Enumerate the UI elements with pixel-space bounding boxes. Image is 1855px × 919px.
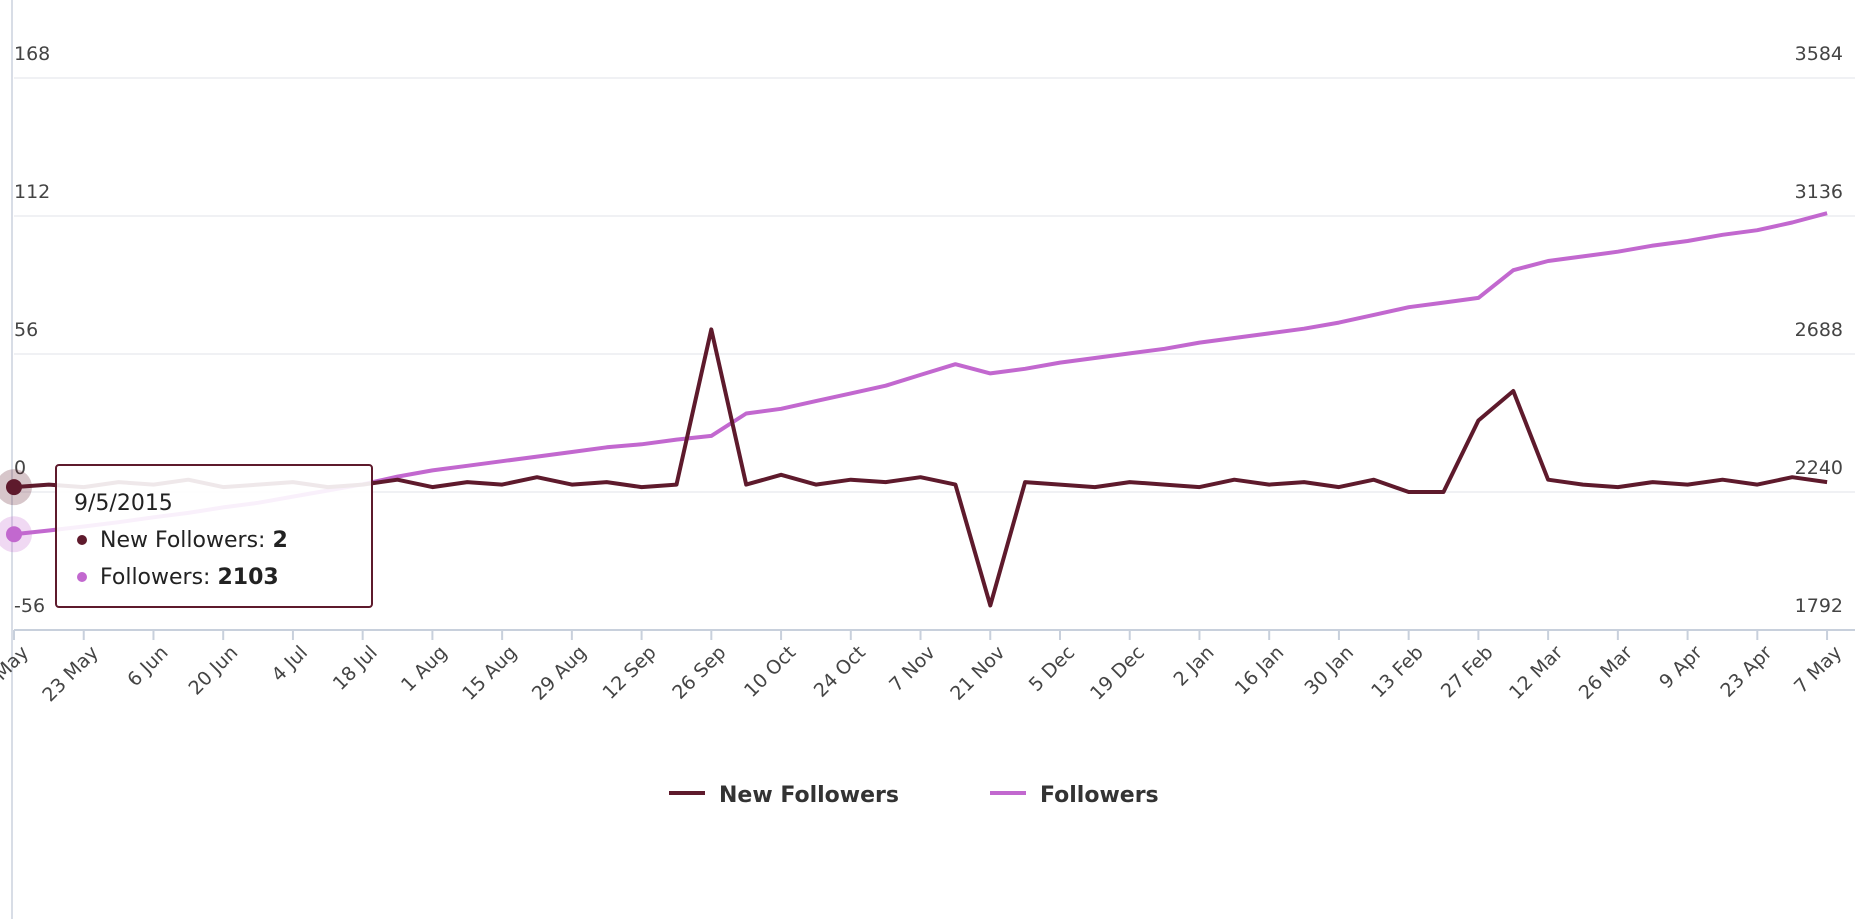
x-tick-label: 21 Nov <box>946 642 1009 705</box>
y2-tick-label: 3584 <box>1795 43 1843 65</box>
y-tick-label: 56 <box>14 319 38 341</box>
x-tick-label: 20 Jun <box>184 642 242 700</box>
x-tick-label: 13 Feb <box>1367 642 1428 703</box>
tooltip-value: 2103 <box>217 565 278 590</box>
legend-label: Followers <box>1040 783 1159 808</box>
tooltip-row: Followers: 2103 <box>100 565 279 590</box>
x-tick-label: 10 Oct <box>740 642 800 702</box>
x-tick-label: 27 Feb <box>1437 642 1498 703</box>
x-tick-label: 29 Aug <box>528 642 591 705</box>
x-tick-label: 2 Jan <box>1170 642 1219 691</box>
tooltip-label: New Followers: <box>100 528 265 553</box>
y-tick-label: -56 <box>14 595 45 617</box>
x-tick-label: 19 Dec <box>1086 642 1149 705</box>
x-tick-label: 26 Sep <box>668 642 730 704</box>
x-tick-label: 4 Jul <box>267 642 312 687</box>
hover-point <box>6 526 22 543</box>
x-tick-label: 7 Nov <box>885 642 940 697</box>
x-tick-label: 6 Jun <box>123 642 172 691</box>
legend-label: New Followers <box>719 783 899 808</box>
y2-tick-label: 3136 <box>1795 181 1843 203</box>
x-tick-label: 26 Mar <box>1575 641 1637 703</box>
x-tick-label: 16 Jan <box>1231 642 1289 700</box>
tooltip-bullet <box>77 535 87 545</box>
tooltip-box <box>55 464 373 608</box>
x-tick-label: 9 Apr <box>1655 641 1707 693</box>
x-tick-label: 12 Mar <box>1505 641 1567 703</box>
tooltip-date: 9/5/2015 <box>74 491 173 516</box>
y-tick-label: 0 <box>14 457 26 479</box>
y2-tick-label: 1792 <box>1795 595 1843 617</box>
x-tick-label: 1 Aug <box>397 642 452 697</box>
x-tick-label: 24 Oct <box>810 642 870 702</box>
x-tick-label: 23 Apr <box>1716 641 1776 701</box>
x-tick-label: 18 Jul <box>329 642 382 695</box>
tooltip-bullet <box>77 572 87 582</box>
hover-point <box>6 479 22 496</box>
y-tick-label: 112 <box>14 181 50 203</box>
x-tick-label: 9 May <box>0 642 33 698</box>
y2-tick-label: 2688 <box>1795 319 1843 341</box>
x-tick-label: 30 Jan <box>1300 642 1358 700</box>
tooltip-row: New Followers: 2 <box>100 528 288 553</box>
y-tick-label: 168 <box>14 43 50 65</box>
y2-tick-label: 2240 <box>1795 457 1843 479</box>
x-tick-label: 5 Dec <box>1025 642 1079 696</box>
x-tick-label: 23 May <box>38 642 103 707</box>
x-tick-label: 12 Sep <box>598 642 660 704</box>
x-tick-label: 15 Aug <box>458 642 521 705</box>
tooltip-label: Followers: <box>100 565 210 590</box>
tooltip: 9/5/2015 New Followers: 2 Followers: 2103 <box>55 464 373 608</box>
tooltip-value: 2 <box>272 528 287 553</box>
x-tick-label: 7 May <box>1790 642 1846 698</box>
